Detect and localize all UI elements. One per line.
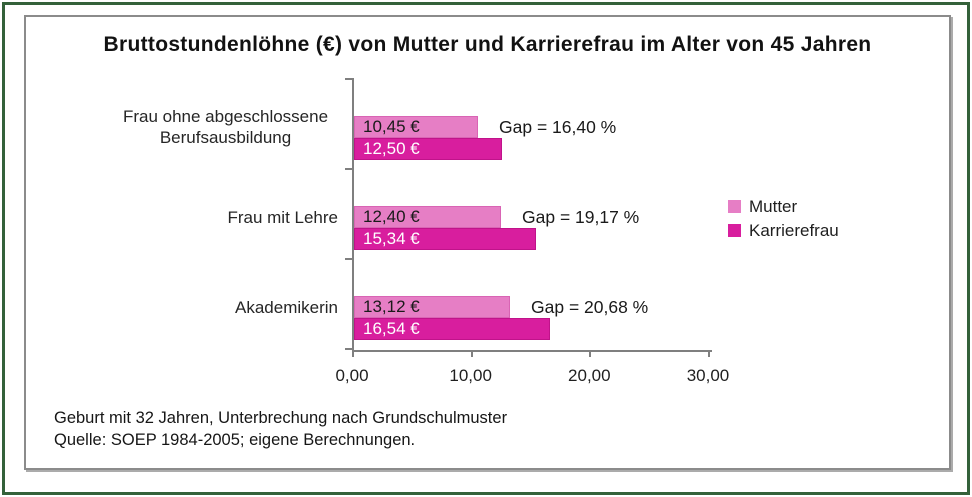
- gap-annotation: Gap = 16,40 %: [499, 117, 617, 137]
- bar-value-label: 12,50 €: [363, 139, 420, 158]
- bar-karrierefrau: 15,34 €: [354, 228, 536, 250]
- bar-value-label: 12,40 €: [363, 207, 420, 226]
- bar-value-label: 15,34 €: [363, 229, 420, 248]
- x-axis-tick: [352, 350, 354, 357]
- legend: Mutter Karrierefrau: [728, 195, 839, 242]
- chart-title: Bruttostundenlöhne (€) von Mutter und Ka…: [103, 33, 872, 56]
- legend-item-label: Karrierefrau: [749, 220, 839, 240]
- x-axis-tick: [708, 350, 710, 357]
- legend-item-label: Mutter: [749, 196, 798, 216]
- footnote-line-1: Geburt mit 32 Jahren, Unterbrechung nach…: [54, 409, 508, 427]
- y-axis-line: [352, 78, 354, 357]
- bar-karrierefrau: 16,54 €: [354, 318, 550, 340]
- bar-value-label: 13,12 €: [363, 297, 420, 316]
- gap-annotation: Gap = 20,68 %: [531, 297, 649, 317]
- bar-value-label: 16,54 €: [363, 319, 420, 338]
- y-axis-tick: [345, 258, 354, 260]
- x-axis-tick: [589, 350, 592, 357]
- y-axis-tick: [345, 168, 354, 170]
- legend-item: Karrierefrau: [728, 219, 839, 242]
- y-axis-tick: [345, 348, 354, 350]
- category-label: Frau ohne abgeschlossene Berufsausbildun…: [26, 105, 338, 149]
- chart-container: Bruttostundenlöhne (€) von Mutter und Ka…: [24, 15, 951, 470]
- x-axis-tick-label: 20,00: [568, 366, 611, 385]
- legend-item: Mutter: [728, 195, 839, 218]
- x-axis-tick: [470, 350, 473, 357]
- category-label-text: Frau mit Lehre: [227, 207, 338, 227]
- bar-karrierefrau: 12,50 €: [354, 138, 502, 160]
- x-axis-tick-label: 0,00: [335, 366, 369, 385]
- gap-annotation: Gap = 19,17 %: [522, 207, 640, 227]
- category-label: Frau mit Lehre: [26, 195, 338, 239]
- category-label: Akademikerin: [26, 285, 338, 329]
- x-axis-tick-label: 30,00: [686, 366, 730, 385]
- legend-swatch-icon: [728, 200, 741, 213]
- category-label-text: Frau ohne abgeschlossene Berufsausbildun…: [122, 107, 329, 147]
- category-label-text: Akademikerin: [235, 297, 338, 317]
- legend-swatch-icon: [728, 224, 741, 237]
- x-axis-tick-label: 10,00: [449, 366, 492, 385]
- x-axis-line: [352, 350, 712, 352]
- bar-mutter: 10,45 €: [354, 116, 478, 138]
- bar-mutter: 13,12 €: [354, 296, 510, 318]
- bar-value-label: 10,45 €: [363, 117, 420, 136]
- footnotes: Geburt mit 32 Jahren, Unterbrechung nach…: [54, 407, 507, 451]
- y-axis-tick: [345, 78, 354, 80]
- bar-mutter: 12,40 €: [354, 206, 501, 228]
- footnote-line-2: Quelle: SOEP 1984-2005; eigene Berechnun…: [54, 431, 416, 449]
